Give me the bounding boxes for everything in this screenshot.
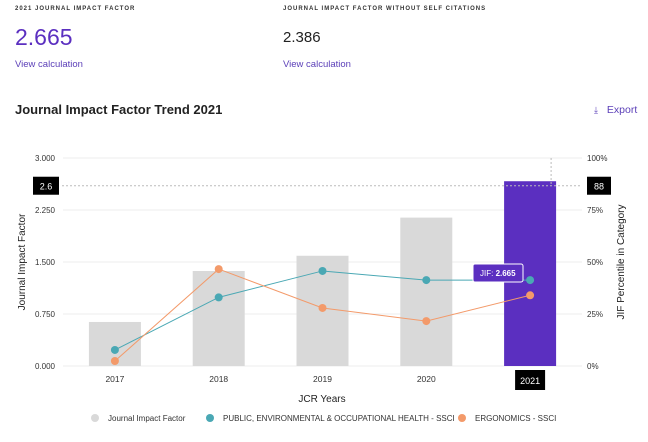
series-point [214, 293, 223, 302]
section-title: Journal Impact Factor Trend 2021 [15, 102, 223, 117]
series-point [318, 266, 327, 275]
y2-tick-label: 25% [587, 310, 603, 319]
y2-axis-label: JIF Percentile in Category [616, 204, 627, 319]
legend-marker [458, 414, 466, 422]
jif-no-self-value: 2.386 [283, 29, 321, 46]
series-point [318, 303, 327, 312]
crosshair-x-label: 2021 [520, 376, 540, 386]
y-tick-label: 2.250 [35, 206, 56, 215]
series-point [110, 357, 119, 366]
crosshair-left-badge [33, 176, 59, 195]
view-calculation-link-2[interactable]: View calculation [283, 59, 351, 70]
y2-tick-label: 75% [587, 206, 603, 215]
y2-tick-label: 50% [587, 258, 603, 267]
x-tick-label: 2018 [209, 374, 228, 384]
bar-2020 [400, 217, 453, 366]
view-calculation-link[interactable]: View calculation [15, 59, 83, 70]
tooltip-text: JIF: 2.665 [480, 269, 516, 278]
tooltip-box [472, 263, 524, 283]
legend-marker [206, 414, 214, 422]
jif-no-self-label: JOURNAL IMPACT FACTOR WITHOUT SELF CITAT… [283, 6, 487, 12]
legend-marker [91, 414, 99, 422]
legend-label: PUBLIC, ENVIRONMENTAL & OCCUPATIONAL HEA… [223, 414, 455, 423]
export-label: Export [606, 104, 638, 116]
x-axis-label: JCR Years [298, 394, 345, 405]
series-point [526, 291, 535, 300]
y-tick-label: 3.000 [35, 154, 56, 163]
series-point [422, 276, 431, 285]
download-icon: ⤓ [594, 105, 598, 115]
jif-label: 2021 JOURNAL IMPACT FACTOR [15, 6, 136, 12]
x-tick-label: 2017 [105, 374, 124, 384]
y-tick-label: 0.000 [35, 362, 56, 371]
crosshair-right-badge [587, 176, 611, 195]
y2-tick-label: 100% [587, 154, 607, 163]
x-tick-label: 2019 [313, 374, 332, 384]
tooltip-value: 2.665 [496, 269, 517, 278]
crosshair-right-label: 88 [594, 182, 604, 192]
x-tick-label: 2020 [417, 374, 436, 384]
legend-label: Journal Impact Factor [108, 414, 186, 423]
series-point [110, 345, 119, 354]
crosshair-x-badge [515, 370, 546, 390]
legend-label: ERGONOMICS - SSCI [475, 414, 556, 423]
series-point [422, 317, 431, 326]
jif-value: 2.665 [15, 24, 73, 50]
series-point [214, 265, 223, 274]
y-tick-label: 0.750 [35, 310, 56, 319]
y-axis-label: Journal Impact Factor [17, 213, 28, 310]
export-button[interactable]: ⤓ Export [594, 104, 637, 116]
series-point [526, 276, 535, 285]
crosshair-left-label: 2.6 [40, 182, 53, 192]
y2-tick-label: 0% [587, 362, 599, 371]
bar-2018 [192, 271, 245, 366]
y-tick-label: 1.500 [35, 258, 56, 267]
